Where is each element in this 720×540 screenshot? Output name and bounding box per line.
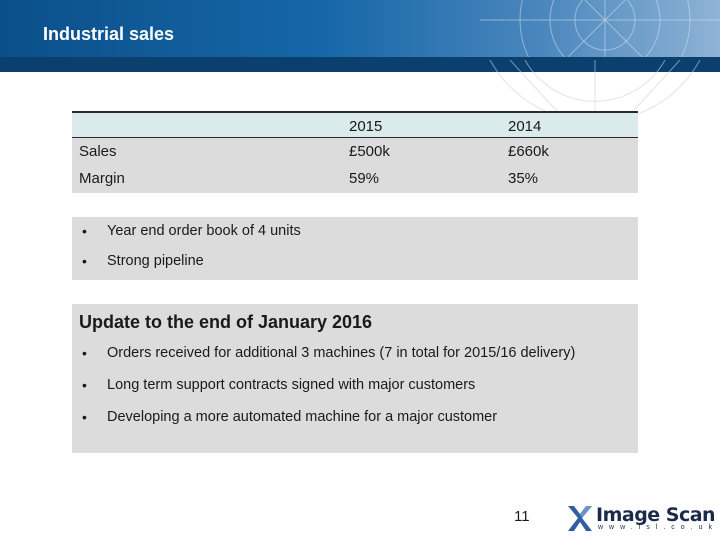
table-header-2014: 2014 — [508, 118, 542, 135]
header-compass-graphic — [480, 0, 720, 72]
list-item: Strong pipeline — [107, 253, 204, 269]
bullet-marker: • — [82, 409, 87, 425]
bullet-marker: • — [82, 377, 87, 393]
page-number: 11 — [514, 508, 530, 525]
slide-header: Industrial sales — [0, 0, 720, 72]
logo-url: www.isl.co.uk — [598, 524, 719, 531]
bullet-marker: • — [82, 223, 87, 239]
sales-2014-value: £660k — [508, 143, 549, 160]
margin-2015-value: 59% — [349, 170, 380, 187]
list-item: Long term support contracts signed with … — [107, 377, 476, 393]
header-band — [0, 57, 720, 72]
margin-2014-value: 35% — [508, 170, 539, 187]
update-box: Update to the end of January 2016 • Orde… — [72, 304, 638, 453]
table-header-row: 2015 2014 — [72, 111, 638, 138]
sales-2015-value: £500k — [349, 143, 390, 160]
list-item: Year end order book of 4 units — [107, 223, 301, 239]
logo-wordmark: Image Scan — [596, 504, 716, 526]
row-label-margin: Margin — [79, 170, 125, 187]
logo-x-icon — [568, 506, 592, 531]
summary-box: • Year end order book of 4 units • Stron… — [72, 217, 638, 280]
bullet-marker: • — [82, 253, 87, 269]
list-item: Orders received for additional 3 machine… — [107, 345, 576, 361]
bullet-marker: • — [82, 345, 87, 361]
update-box-title: Update to the end of January 2016 — [79, 312, 373, 332]
table-header-2015: 2015 — [349, 118, 383, 135]
company-logo: Image Scan www.isl.co.uk — [566, 500, 716, 536]
list-item: Developing a more automated machine for … — [107, 409, 498, 425]
slide-title: Industrial sales — [43, 24, 175, 44]
row-label-sales: Sales — [79, 143, 117, 160]
table-body: Sales £500k £660k Margin 59% 35% — [72, 138, 638, 193]
